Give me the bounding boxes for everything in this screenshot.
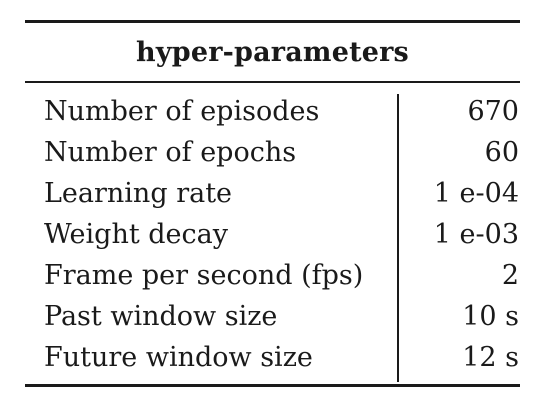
table-row: Future window size 12 s: [25, 337, 520, 378]
param-value: 60: [484, 137, 519, 168]
param-name: Frame per second (fps): [44, 260, 364, 291]
table-header: hyper-parameters: [136, 36, 409, 68]
table-row: Weight decay 1 e-03: [25, 214, 520, 255]
param-value: 12 s: [462, 342, 519, 373]
table-top-rule: [25, 20, 520, 23]
param-value: 670: [467, 96, 519, 127]
table-row: Number of epochs 60: [25, 132, 520, 173]
table-bottom-rule: [25, 384, 520, 387]
table-body: Number of episodes 670 Number of epochs …: [25, 91, 520, 378]
param-name: Weight decay: [44, 219, 229, 250]
table-row: Learning rate 1 e-04: [25, 173, 520, 214]
table-header-rule: [25, 81, 520, 83]
column-divider: [397, 94, 399, 382]
table-row: Frame per second (fps) 2: [25, 255, 520, 296]
param-value: 2: [501, 260, 519, 291]
table-row: Number of episodes 670: [25, 91, 520, 132]
param-value: 10 s: [462, 301, 519, 332]
param-name: Number of epochs: [44, 137, 297, 168]
table-row: Past window size 10 s: [25, 296, 520, 337]
param-name: Past window size: [44, 301, 278, 332]
param-value: 1 e-03: [433, 219, 519, 250]
param-name: Future window size: [44, 342, 313, 373]
param-value: 1 e-04: [433, 178, 519, 209]
param-name: Number of episodes: [44, 96, 320, 127]
param-name: Learning rate: [44, 178, 233, 209]
